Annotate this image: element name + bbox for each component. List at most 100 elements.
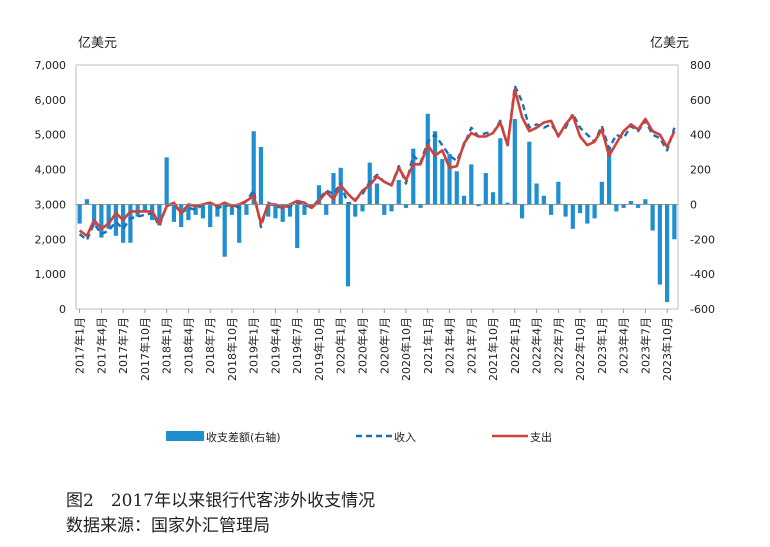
balance-bar <box>599 181 604 205</box>
x-tick-label: 2022年1月 <box>508 317 522 374</box>
x-tick-label: 2021年1月 <box>421 317 435 374</box>
balance-bar <box>411 148 416 205</box>
x-tick-label: 2017年1月 <box>73 317 87 374</box>
left-tick-label: 0 <box>59 303 66 316</box>
balance-bar <box>99 204 104 238</box>
x-tick-label: 2021年10月 <box>486 317 500 381</box>
left-tick-label: 2,000 <box>35 233 67 246</box>
balance-bar <box>287 204 293 217</box>
balance-bar <box>193 204 198 215</box>
x-tick-label: 2019年7月 <box>290 317 304 374</box>
balance-bar <box>556 181 561 205</box>
left-tick-label: 4,000 <box>35 164 67 177</box>
balance-bar <box>665 204 670 303</box>
balance-bar <box>461 195 467 205</box>
balance-bar <box>614 204 619 212</box>
income-line <box>78 84 676 242</box>
balance-bar <box>643 199 648 205</box>
balance-bar <box>418 204 423 208</box>
data-source: 数据来源：国家外汇管理局 <box>66 516 270 536</box>
balance-bar <box>128 204 133 243</box>
balance-bar <box>577 204 583 214</box>
balance-bar <box>469 164 474 205</box>
balance-bar <box>360 204 365 212</box>
balance-bar <box>157 204 162 226</box>
balance-bar <box>483 173 488 205</box>
balance-bar <box>490 192 496 205</box>
right-tick-label: -400 <box>690 268 715 281</box>
x-tick-label: 2020年7月 <box>377 317 391 374</box>
x-tick-label: 2017年7月 <box>116 317 130 374</box>
balance-bar <box>498 138 503 205</box>
balance-bar <box>606 146 612 205</box>
balance-bar <box>628 200 633 205</box>
balance-bar <box>273 204 278 219</box>
x-tick-label: 2021年7月 <box>464 317 478 374</box>
x-tick-label: 2019年10月 <box>312 317 326 381</box>
balance-bar <box>179 204 184 228</box>
x-tick-label: 2021年4月 <box>443 317 457 374</box>
balance-bar <box>316 185 322 205</box>
balance-bar <box>672 204 677 240</box>
balance-bar <box>382 204 387 215</box>
legend-label-expense: 支出 <box>530 430 552 444</box>
x-tick-label: 2023年7月 <box>638 317 652 374</box>
left-tick-label: 7,000 <box>35 59 67 72</box>
balance-bar <box>541 195 546 205</box>
right-axis-unit: 亿美元 <box>650 36 690 51</box>
balance-bar <box>505 202 510 205</box>
balance-bar <box>534 183 539 205</box>
right-tick-label: 600 <box>690 94 711 107</box>
balance-bar <box>244 204 249 215</box>
balance-bar <box>454 171 459 205</box>
right-tick-label: 800 <box>690 59 711 72</box>
x-tick-label: 2023年4月 <box>617 317 631 374</box>
x-tick-label: 2022年7月 <box>551 317 565 374</box>
chart: 0 1,000 2,000 3,000 4,000 5,000 6,000 7,000 -600… <box>35 59 715 444</box>
balance-bar <box>200 204 206 219</box>
balance-bar <box>92 204 97 226</box>
x-tick-label: 2023年10月 <box>660 317 674 381</box>
right-tick-label: 400 <box>690 129 711 142</box>
balance-bar <box>636 204 641 208</box>
x-tick-label: 2019年1月 <box>247 317 261 374</box>
left-axis-unit: 亿美元 <box>78 36 118 51</box>
balance-bar <box>237 204 242 243</box>
balance-bar <box>570 204 575 229</box>
x-tick-label: 2020年10月 <box>399 317 413 381</box>
left-tick-label: 5,000 <box>35 129 67 142</box>
balance-bar <box>425 113 430 205</box>
balance-bar <box>440 159 445 205</box>
x-tick-label: 2022年10月 <box>573 317 587 381</box>
balance-bar <box>476 204 481 207</box>
balance-bar <box>353 204 358 217</box>
balance-bar <box>302 204 307 215</box>
balance-bar <box>548 204 554 215</box>
balance-bar <box>345 204 351 287</box>
x-tick-label: 2019年4月 <box>268 317 282 374</box>
legend-label-income: 收入 <box>394 430 416 444</box>
balance-bar <box>258 146 264 205</box>
legend-swatch-balance <box>166 431 204 441</box>
left-tick-label: 3,000 <box>35 198 67 211</box>
x-tick-label: 2018年4月 <box>181 317 195 374</box>
balance-bar <box>389 204 394 212</box>
balance-bar <box>527 141 532 205</box>
balance-bar <box>121 204 126 243</box>
x-tick-label: 2018年7月 <box>203 317 217 374</box>
balance-bar <box>164 157 169 205</box>
left-tick-label: 1,000 <box>35 268 67 281</box>
balance-bar <box>142 204 148 212</box>
balance-bar <box>251 131 256 205</box>
x-tick-label: 2020年4月 <box>355 317 369 374</box>
x-tick-label: 2020年1月 <box>334 317 348 374</box>
balance-bar <box>432 131 438 205</box>
balance-bar <box>374 183 380 205</box>
balance-bar <box>650 204 655 231</box>
balance-bar <box>77 204 82 224</box>
expense-line <box>78 88 676 238</box>
x-tick-label: 2018年1月 <box>160 317 174 374</box>
balance-bar <box>266 204 271 217</box>
balance-bar <box>324 204 329 215</box>
balance-bar <box>229 204 235 215</box>
